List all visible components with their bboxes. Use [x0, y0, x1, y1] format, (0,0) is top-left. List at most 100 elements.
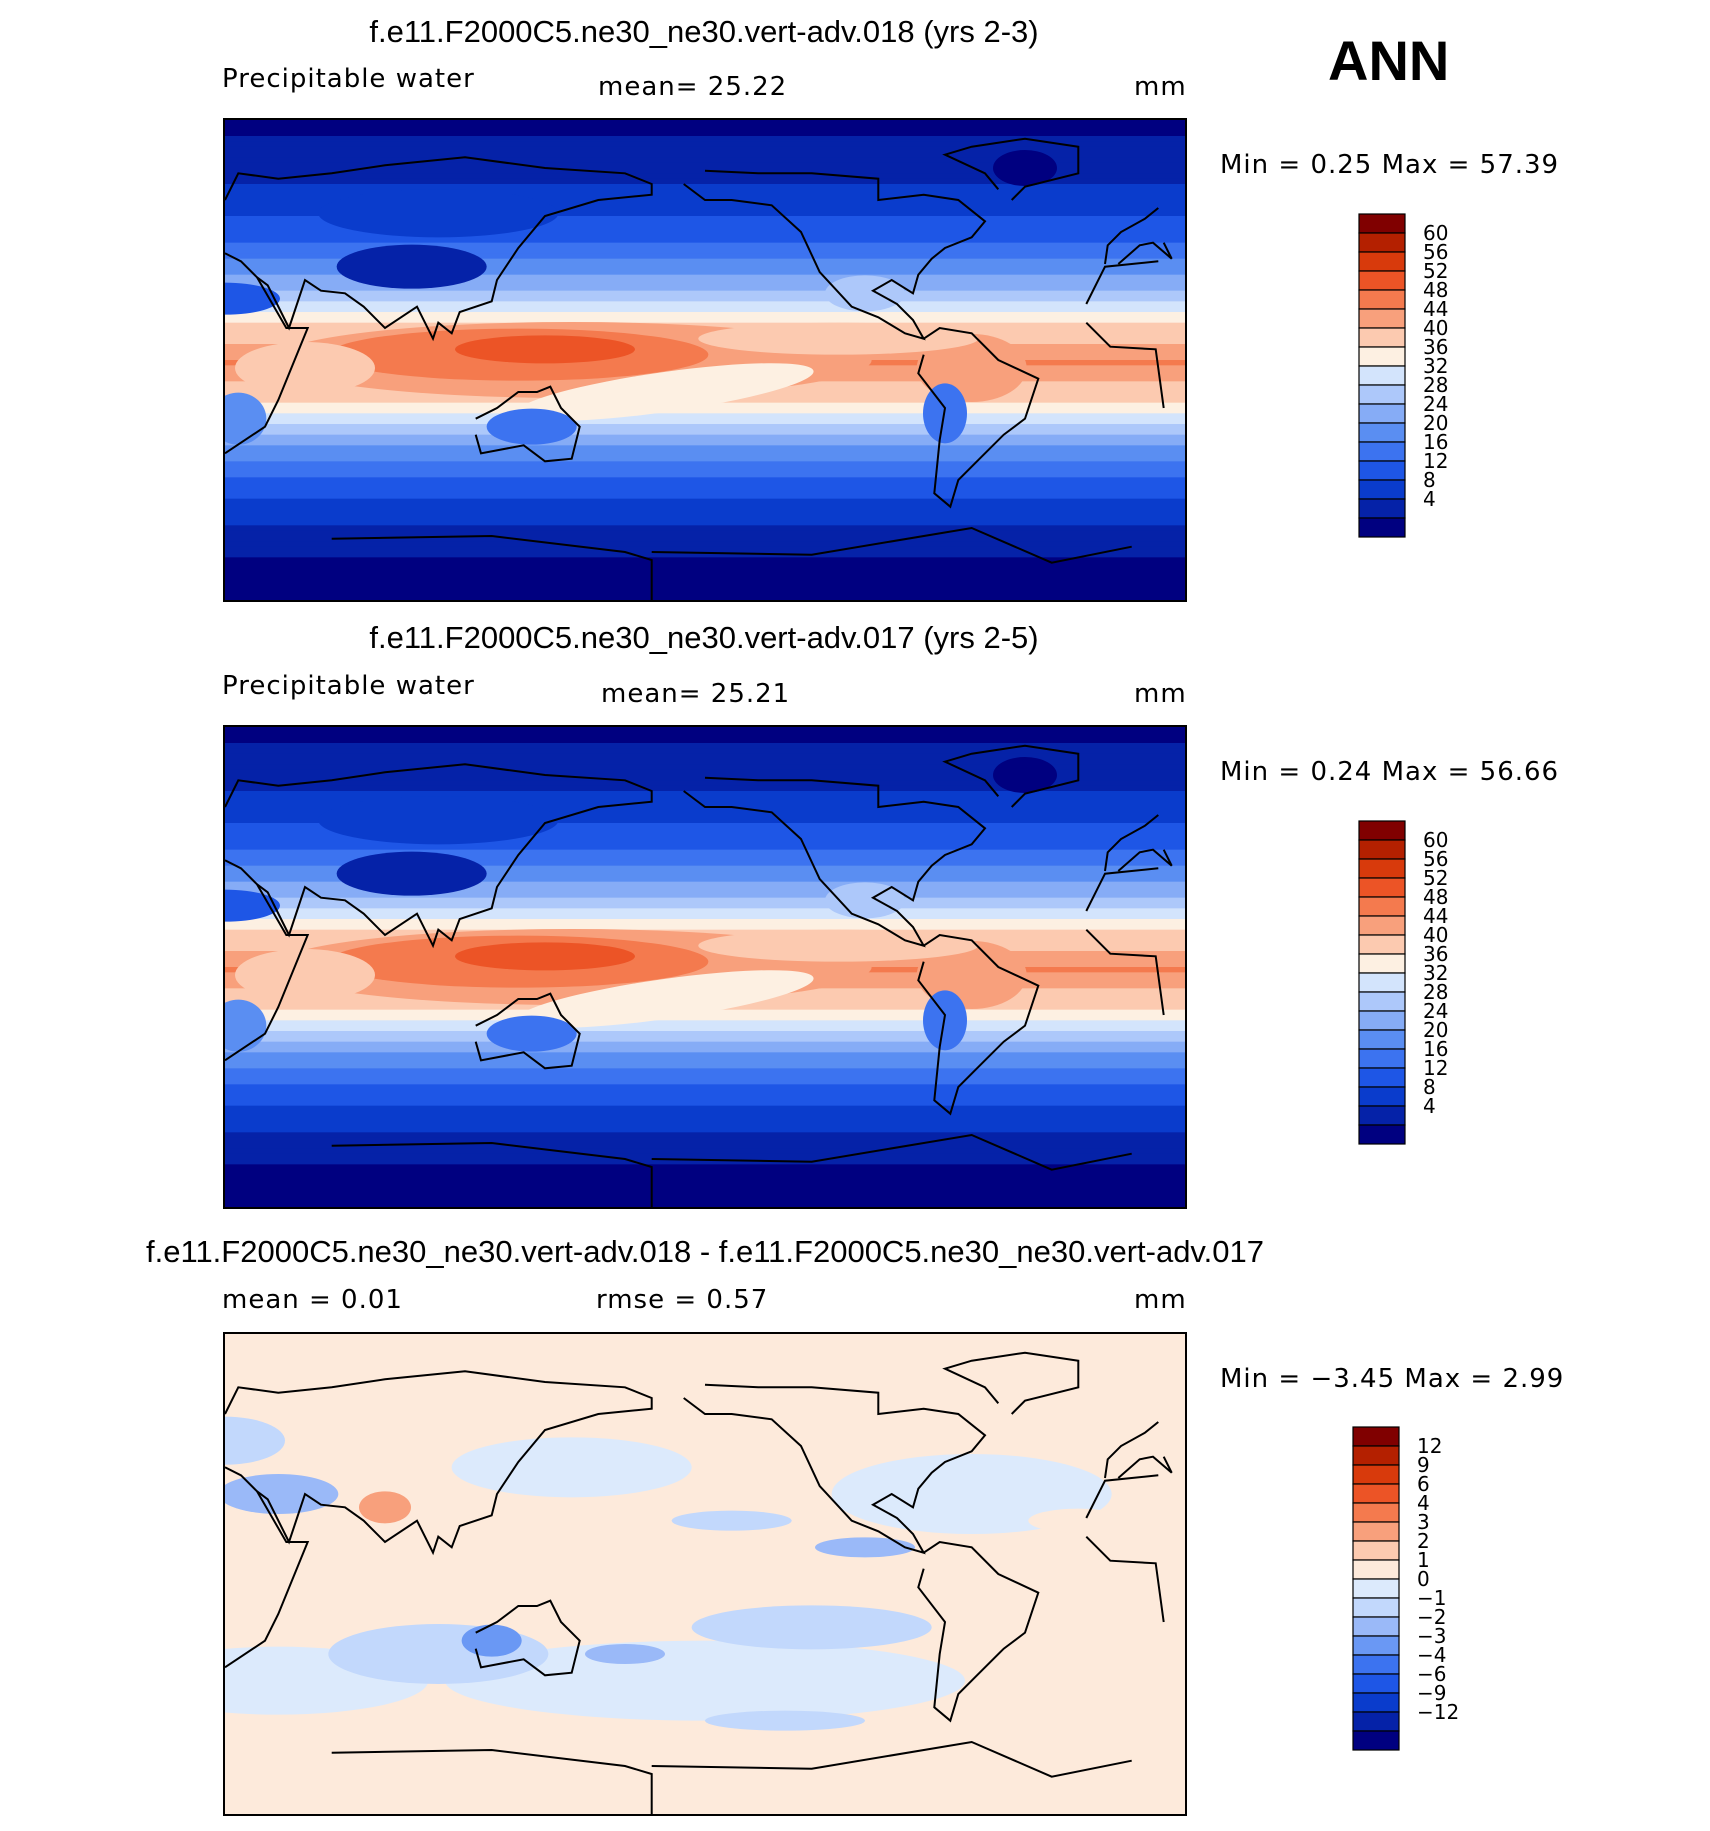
- panel-1-zonal-band: [225, 573, 1185, 580]
- panel-1-zonal-band: [225, 226, 1185, 233]
- panel-1-zonal-band: [225, 200, 1185, 206]
- panel-2-colorbar-tick-label: 40: [1423, 923, 1448, 947]
- panel-1-colorbar-tick-label: 32: [1423, 354, 1448, 378]
- panel-3-coastline: [474, 1599, 581, 1677]
- panel-3-colorbar-box: [1352, 1711, 1400, 1732]
- panel-1-zonal-band: [225, 242, 1185, 249]
- panel-3-field-feature: [225, 1416, 285, 1465]
- panel-2-colorbar-tick-label: 60: [1423, 828, 1448, 852]
- panel-2-colorbar-box: [1358, 1067, 1406, 1088]
- panel-1-coastline: [225, 156, 1173, 342]
- panel-3-colorbar: 12 9 6 4 3 2 1 0 −1 −2 −3 −4 −6 −9 −12: [1351, 1425, 1521, 1805]
- panel-1-units-label: mm: [1134, 72, 1187, 102]
- panel-3-colorbar-tick-label: −9: [1417, 1681, 1446, 1705]
- panel-3-colorbar-box: [1352, 1654, 1400, 1675]
- panel-1-zonal-band: [225, 221, 1185, 228]
- panel-1-colorbar-tick-label: 28: [1423, 373, 1448, 397]
- panel-1-zonal-band: [225, 162, 1185, 169]
- panel-2-zonal-band: [225, 1153, 1185, 1160]
- panel-2-field-feature: [698, 929, 979, 962]
- panel-1-colorbar-box: [1358, 270, 1406, 291]
- panel-2-zonal-band: [225, 897, 1185, 904]
- panel-2-colorbar-box: [1358, 858, 1406, 879]
- panel-2-zonal-band: [225, 1132, 1185, 1139]
- panel-3-colorbar-box: [1352, 1730, 1400, 1751]
- panel-1-zonal-band: [225, 589, 1185, 596]
- panel-2-zonal-band: [225, 1127, 1185, 1133]
- panel-1-zonal-band: [225, 269, 1185, 276]
- panel-2-colorbar-tick-label: 44: [1423, 904, 1448, 928]
- panel-1-zonal-band: [225, 557, 1185, 564]
- panel-2-zonal-band: [225, 764, 1185, 771]
- panel-1-coastline: [942, 137, 1080, 201]
- panel-2-zonal-band: [225, 924, 1185, 931]
- panel-3-colorbar-box: [1352, 1445, 1400, 1466]
- panel-2-zonal-band: [225, 1063, 1185, 1069]
- panel-2-colorbar-tick-label: 48: [1423, 885, 1448, 909]
- panel-2-zonal-band: [225, 1169, 1185, 1176]
- panel-2-zonal-band: [225, 748, 1185, 755]
- panel-2-coastline: [225, 867, 1165, 1062]
- panel-3-colorbar-tick-label: 1: [1417, 1548, 1430, 1572]
- panel-1-colorbar-box: [1358, 460, 1406, 481]
- panel-2-coastline: [474, 992, 581, 1070]
- panel-1-colorbar-box: [1358, 346, 1406, 367]
- panel-2-zonal-band: [225, 801, 1185, 808]
- panel-1-map: [223, 118, 1187, 602]
- panel-2-coastline: [683, 776, 987, 948]
- panel-1-zonal-band: [225, 429, 1185, 436]
- panel-3-field-feature: [461, 1624, 522, 1657]
- panel-1-zonal-band: [225, 466, 1185, 473]
- panel-3-colorbar-box: [1352, 1597, 1400, 1618]
- panel-3-units-label: mm: [1134, 1285, 1187, 1315]
- panel-1-field-feature: [235, 342, 375, 394]
- panel-2-zonal-band: [225, 769, 1185, 776]
- panel-2-colorbar-box: [1358, 877, 1406, 898]
- panel-3-colorbar-tick-label: 12: [1417, 1434, 1442, 1458]
- panel-1-zonal-band: [225, 552, 1185, 558]
- panel-1-zonal-band: [225, 146, 1185, 153]
- panel-2-zonal-band: [225, 1116, 1185, 1123]
- panel-2-colorbar-tick-label: 28: [1423, 980, 1448, 1004]
- panel-1-zonal-band: [225, 301, 1185, 308]
- panel-3-colorbar-tick-label: −4: [1417, 1643, 1446, 1667]
- panel-3-colorbar-box: [1352, 1673, 1400, 1694]
- panel-1-coastline: [683, 169, 987, 341]
- panel-2-zonal-band: [225, 1185, 1185, 1192]
- panel-2-colorbar-tick-label: 4: [1423, 1094, 1436, 1118]
- panel-2-zonal-band: [225, 1095, 1185, 1101]
- panel-2-zonal-band: [225, 1052, 1185, 1059]
- panel-2-zonal-band: [225, 1164, 1185, 1171]
- panel-1-minmax-label: Min = 0.25 Max = 57.39: [1220, 150, 1560, 180]
- panel-2-colorbar-box: [1358, 1029, 1406, 1050]
- panel-2-colorbar-tick-label: 8: [1423, 1075, 1436, 1099]
- panel-1-field-feature: [698, 322, 979, 355]
- panel-2-coastline: [917, 933, 1040, 1116]
- panel-3-coastline: [917, 1540, 1040, 1723]
- panel-1-zonal-band: [225, 248, 1185, 254]
- panel-1-zonal-band: [225, 296, 1185, 302]
- panel-1-zonal-band: [225, 546, 1185, 553]
- panel-3-colorbar-tick-label: 2: [1417, 1529, 1430, 1553]
- panel-1-title: f.e11.F2000C5.ne30_ne30.vert-adv.018 (yr…: [369, 14, 1039, 49]
- panel-2-coastline: [942, 744, 1080, 808]
- panel-1-colorbar-box: [1358, 498, 1406, 519]
- panel-1-colorbar-tick-label: 56: [1423, 240, 1448, 264]
- panel-2-zonal-band: [225, 1137, 1185, 1144]
- panel-2-zonal-band: [225, 791, 1185, 797]
- panel-1-zonal-band: [225, 594, 1185, 600]
- panel-1-zonal-band: [225, 584, 1185, 590]
- panel-2-zonal-band: [225, 1020, 1185, 1027]
- panel-1-zonal-band: [225, 450, 1185, 457]
- panel-2-zonal-band: [225, 1047, 1185, 1053]
- panel-2-zonal-band: [225, 759, 1185, 765]
- panel-2-field-feature: [455, 942, 635, 971]
- panel-2-zonal-band: [225, 743, 1185, 749]
- panel-1-zonal-band: [225, 184, 1185, 190]
- panel-3-colorbar-tick-label: 3: [1417, 1510, 1430, 1534]
- panel-1-zonal-band: [225, 488, 1185, 494]
- panel-2-colorbar-tick-label: 20: [1423, 1018, 1448, 1042]
- panel-2-field-feature: [318, 796, 559, 845]
- panel-2-zonal-band: [225, 1073, 1185, 1080]
